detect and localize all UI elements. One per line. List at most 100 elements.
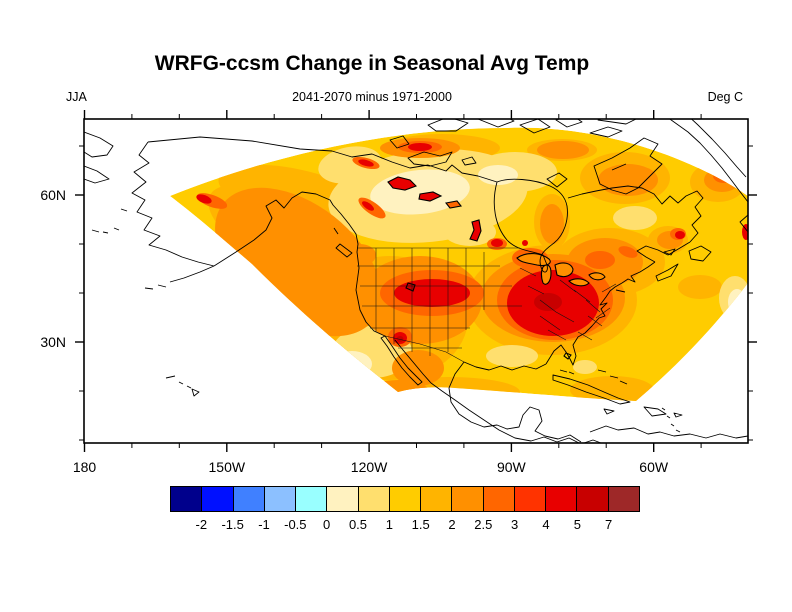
contour-region [368, 380, 428, 400]
coastline [559, 369, 575, 375]
colorbar-cell-10 [482, 486, 515, 512]
coastline [427, 119, 638, 134]
contour-region [585, 251, 615, 269]
colorbar-cell-3 [263, 486, 297, 512]
coastline [661, 407, 681, 433]
contour-region [478, 165, 518, 185]
season-label: JJA [66, 90, 87, 104]
contour-region [678, 275, 722, 299]
colorbar-label--1.5: -1.5 [221, 517, 244, 532]
contour-region [675, 231, 685, 239]
contour-region [704, 168, 740, 192]
colorbar-label-4: 4 [542, 517, 550, 532]
lake-superior [516, 253, 551, 267]
lake-winnipeg [469, 219, 482, 242]
coastlines [84, 119, 748, 443]
contour-region [728, 289, 746, 315]
contour-region [742, 224, 748, 240]
coastline [131, 141, 215, 267]
contour-region [613, 206, 657, 230]
colorbar-cell-8 [420, 486, 453, 512]
colorbar-label-5: 5 [573, 517, 581, 532]
coastline [448, 361, 582, 443]
colorbar-label-7: 7 [605, 517, 613, 532]
contour-region [491, 239, 503, 247]
coastline [331, 150, 498, 183]
coastline [615, 289, 626, 293]
coastline [165, 375, 200, 397]
contour-region [618, 246, 638, 258]
model-domain-fill [170, 127, 748, 401]
lat-tick-label-60N: 60N [40, 187, 66, 203]
figure-subtitle: 2041-2070 minus 1971-2000 [292, 90, 452, 104]
figure-title: WRFG-ccsm Change in Seasonal Avg Temp [154, 52, 590, 75]
coastline [84, 131, 114, 158]
lon-tick-label-120W: 120W [350, 459, 388, 475]
colorbar-cell-5 [326, 486, 359, 512]
lake-ontario [588, 272, 606, 281]
contour-region [444, 218, 496, 246]
coastline [213, 191, 386, 337]
colorbar-label-3: 3 [511, 517, 519, 532]
state-borders [357, 247, 617, 363]
lake-athabasca [444, 200, 463, 209]
colorbar-cell-7 [388, 486, 422, 512]
contour-region [537, 141, 589, 159]
coastline [669, 119, 748, 233]
lake-huron [554, 262, 574, 278]
axis-ticks [75, 110, 757, 452]
coastline [636, 241, 691, 263]
coastline [463, 361, 547, 371]
contour-region [358, 159, 374, 167]
coastline [84, 165, 110, 184]
colorbar-cell-1 [201, 486, 234, 512]
colorbar-cell-9 [451, 486, 484, 512]
colorbar-cell-0 [170, 486, 203, 512]
coastline [147, 136, 333, 152]
coastline [389, 135, 410, 149]
colorbar-cell-11 [513, 486, 547, 512]
coastline [589, 425, 748, 439]
great-bear-lake [387, 176, 417, 191]
contour-region [573, 360, 597, 374]
lon-tick-label-90W: 90W [496, 459, 526, 475]
great-slave-lake [418, 191, 443, 202]
political-border [519, 267, 617, 341]
colorbar-label-2: 2 [448, 517, 456, 532]
coastline [603, 408, 615, 415]
colorbar-label-1.5: 1.5 [411, 517, 430, 532]
coastline [688, 245, 712, 262]
contour-region [344, 244, 376, 266]
coastline [333, 227, 339, 235]
contour-region [522, 240, 528, 246]
colorbar-label-1: 1 [385, 517, 393, 532]
coastline [673, 412, 683, 418]
coastline [593, 137, 663, 195]
coastline [643, 406, 667, 417]
lake-michigan [540, 264, 552, 285]
contour-fill-blobs [196, 134, 748, 401]
colorbar-label--1: -1 [258, 517, 270, 532]
coastline [144, 265, 215, 290]
coastline [552, 374, 631, 405]
coastline [407, 151, 453, 167]
coastline [394, 339, 602, 443]
colorbar-label-0: 0 [323, 517, 331, 532]
coastline [335, 243, 353, 258]
colorbar-label--2: -2 [195, 517, 208, 532]
contour-region [486, 345, 538, 367]
great-salt-lake [405, 282, 416, 292]
coastline [493, 178, 568, 273]
colorbar-cell-14 [607, 486, 640, 512]
colorbar-cell-13 [576, 486, 609, 512]
lon-tick-label-60W: 60W [639, 459, 669, 475]
lon-tick-label-150W: 150W [208, 459, 246, 475]
colorbar-cell-12 [545, 486, 578, 512]
coastline [597, 369, 628, 385]
lon-tick-label-180: 180 [72, 459, 97, 475]
coastline [546, 172, 568, 188]
coastline [545, 261, 656, 366]
lat-tick-label-30N: 30N [40, 334, 66, 350]
coastline [663, 248, 676, 256]
